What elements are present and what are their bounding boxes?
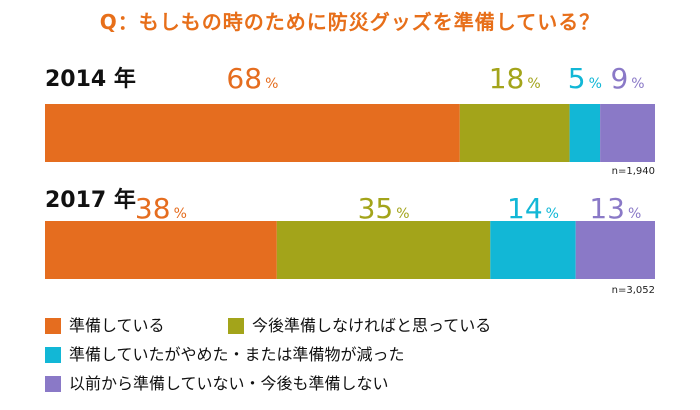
data-label: 68% [226, 62, 278, 95]
bar-segment [600, 104, 655, 162]
data-label: 18% [489, 62, 541, 95]
bars-layer [45, 104, 655, 279]
bar-segment [459, 104, 570, 162]
legend-label: 今後準備しなければと思っている [252, 316, 492, 335]
legend-swatch [45, 318, 61, 334]
labels-layer: 2014 年 n=1,940 68% 18% 5% 9 % 2017 年 n=3,052 38% 3… [45, 62, 655, 296]
legend-swatch [45, 347, 61, 363]
data-label: 38% [135, 192, 187, 225]
bar-segment [276, 221, 491, 279]
sample-size-label: n=1,940 [612, 166, 655, 177]
bar-segment [45, 104, 460, 162]
data-label: 14% [507, 192, 559, 225]
bar-segment [45, 221, 277, 279]
data-label: 5% [568, 62, 602, 95]
category-label: 2017 年 [45, 187, 136, 213]
data-label: 9% [610, 62, 644, 95]
sample-size-label: n=3,052 [612, 285, 655, 296]
category-label: 2014 年 [45, 66, 136, 92]
legend-label: 以前から準備していない・今後も準備しない [69, 374, 389, 393]
legend-label: 準備していたがやめた・または準備物が減った [69, 345, 405, 364]
bar-segment [569, 104, 601, 162]
chart-title: Q：もしもの時のために防災グッズを準備している？ [99, 10, 601, 34]
data-label: 13% [589, 192, 641, 225]
legend-label: 準備している [69, 316, 165, 335]
data-label: 35% [358, 192, 410, 225]
bar-segment [575, 221, 655, 279]
legend-swatch [45, 376, 61, 392]
legend-swatch [228, 318, 244, 334]
bar-segment [490, 221, 576, 279]
